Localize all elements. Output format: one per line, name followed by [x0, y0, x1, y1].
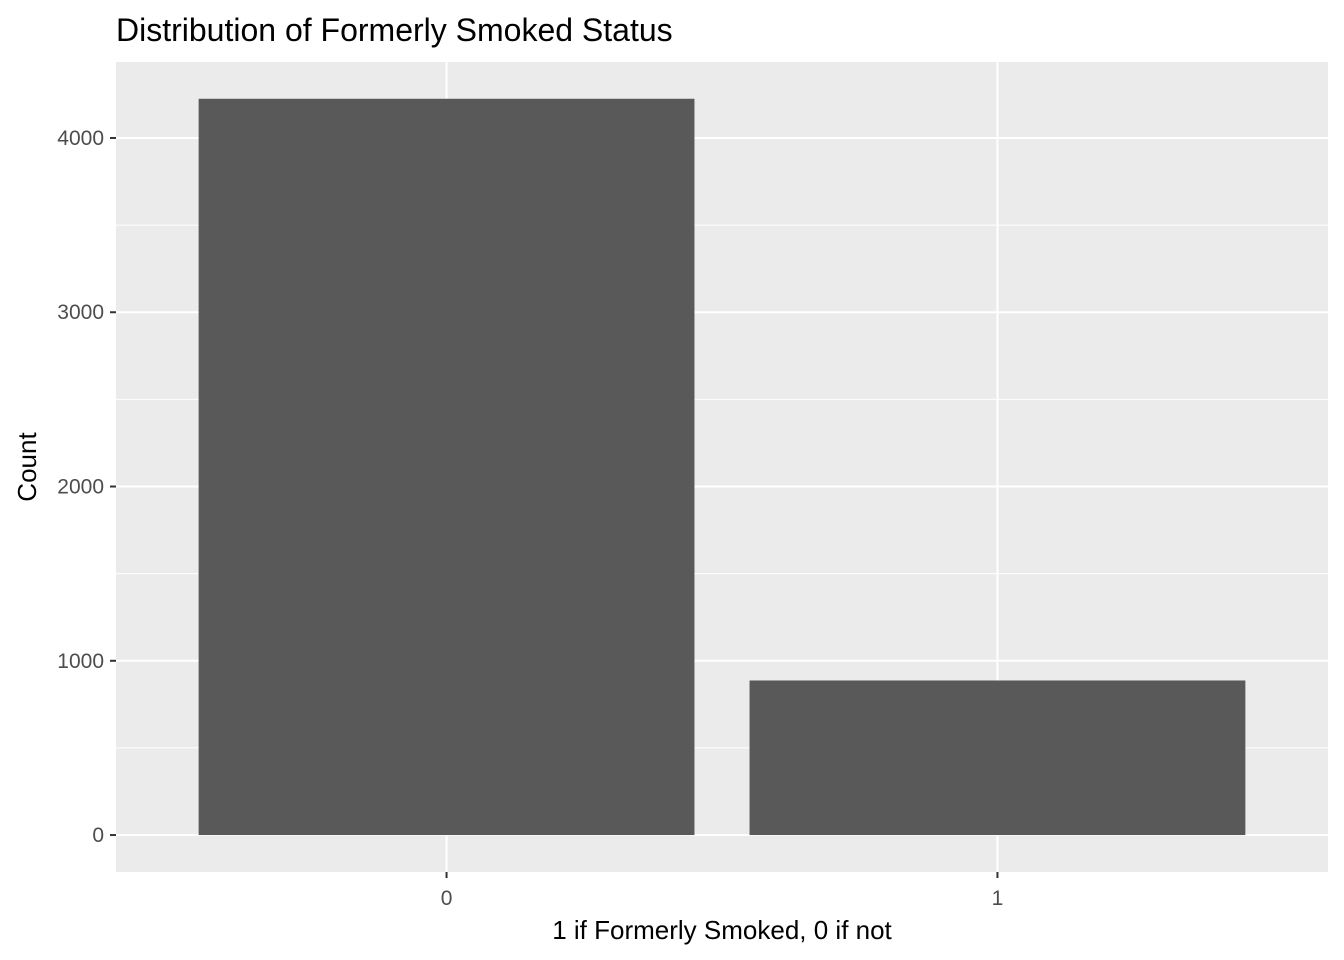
x-axis-title: 1 if Formerly Smoked, 0 if not: [552, 915, 892, 945]
y-tick-label: 2000: [57, 476, 104, 499]
y-tick-label: 0: [92, 824, 104, 847]
x-tick-label: 1: [992, 887, 1004, 910]
y-tick-label: 1000: [57, 650, 104, 673]
x-tick-label: 0: [441, 887, 453, 910]
y-tick-label: 4000: [57, 127, 104, 150]
y-axis-title: Count: [12, 432, 42, 502]
bar-1: [749, 680, 1246, 836]
bar-0: [198, 98, 695, 836]
bars: [198, 98, 1246, 836]
y-axis: 0 1000 2000 3000 4000: [57, 127, 116, 847]
chart-title: Distribution of Formerly Smoked Status: [116, 12, 673, 48]
y-tick-label: 3000: [57, 301, 104, 324]
